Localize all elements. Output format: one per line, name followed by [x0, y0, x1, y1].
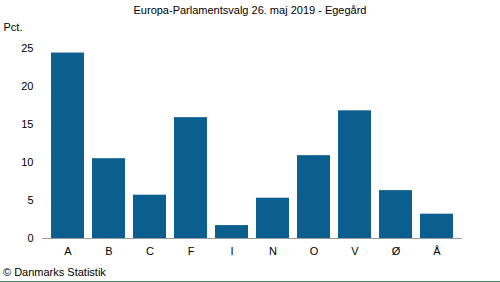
- svg-text:O: O: [310, 245, 319, 257]
- svg-text:5: 5: [27, 194, 33, 206]
- svg-text:A: A: [64, 245, 72, 257]
- svg-text:B: B: [105, 245, 112, 257]
- svg-text:25: 25: [21, 42, 33, 54]
- svg-text:C: C: [146, 245, 154, 257]
- svg-text:10: 10: [21, 156, 33, 168]
- svg-text:I: I: [230, 245, 233, 257]
- svg-text:0: 0: [27, 232, 33, 244]
- svg-text:Pct.: Pct.: [4, 21, 23, 33]
- svg-text:F: F: [188, 245, 195, 257]
- html-text:Europa-Parlamentsvalg 26. maj: Europa-Parlamentsvalg 26. maj 2019 - Ege…: [133, 4, 367, 16]
- html-text:© Danmarks Statistik: © Danmarks Statistik: [3, 266, 106, 278]
- svg-text:20: 20: [21, 80, 33, 92]
- svg-text:V: V: [351, 245, 359, 257]
- svg-text:Å: Å: [433, 245, 441, 257]
- svg-text:Ø: Ø: [392, 245, 401, 257]
- svg-text:15: 15: [21, 118, 33, 130]
- svg-text:N: N: [269, 245, 277, 257]
